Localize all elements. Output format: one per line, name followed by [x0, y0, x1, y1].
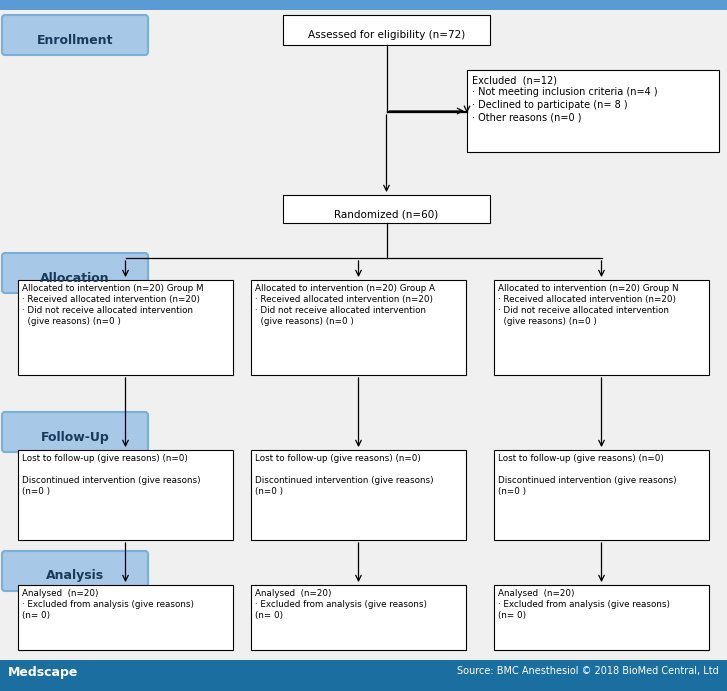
- Bar: [283, 15, 490, 45]
- Text: Follow-Up: Follow-Up: [41, 430, 109, 444]
- Text: Lost to follow-up (give reasons) (n=0)

Discontinued intervention (give reasons): Lost to follow-up (give reasons) (n=0) D…: [498, 454, 677, 496]
- FancyBboxPatch shape: [2, 551, 148, 591]
- Bar: [494, 280, 709, 375]
- Text: Allocation: Allocation: [40, 272, 110, 285]
- Text: Analysis: Analysis: [46, 569, 104, 583]
- Text: Allocated to intervention (n=20) Group N
· Received allocated intervention (n=20: Allocated to intervention (n=20) Group N…: [498, 284, 678, 326]
- Bar: [251, 280, 466, 375]
- Text: Allocated to intervention (n=20) Group M
· Received allocated intervention (n=20: Allocated to intervention (n=20) Group M…: [22, 284, 204, 326]
- Text: Analysed  (n=20)
· Excluded from analysis (give reasons)
(n= 0): Analysed (n=20) · Excluded from analysis…: [22, 589, 194, 621]
- Bar: [494, 450, 709, 540]
- Bar: [251, 450, 466, 540]
- Text: Enrollment: Enrollment: [37, 33, 113, 46]
- Bar: [0, 660, 727, 691]
- Bar: [251, 585, 466, 650]
- FancyBboxPatch shape: [2, 15, 148, 55]
- Bar: [18, 280, 233, 375]
- Text: Medscape: Medscape: [8, 666, 79, 679]
- Bar: [283, 195, 490, 223]
- Text: Lost to follow-up (give reasons) (n=0)

Discontinued intervention (give reasons): Lost to follow-up (give reasons) (n=0) D…: [255, 454, 433, 496]
- Text: Assessed for eligibility (n=72): Assessed for eligibility (n=72): [308, 30, 465, 40]
- Text: Analysed  (n=20)
· Excluded from analysis (give reasons)
(n= 0): Analysed (n=20) · Excluded from analysis…: [255, 589, 427, 621]
- Text: Randomized (n=60): Randomized (n=60): [334, 209, 438, 219]
- Bar: [18, 450, 233, 540]
- Bar: [494, 585, 709, 650]
- Bar: [0, 0, 727, 10]
- Text: Allocated to intervention (n=20) Group A
· Received allocated intervention (n=20: Allocated to intervention (n=20) Group A…: [255, 284, 435, 326]
- Text: Lost to follow-up (give reasons) (n=0)

Discontinued intervention (give reasons): Lost to follow-up (give reasons) (n=0) D…: [22, 454, 201, 496]
- Text: Source: BMC Anesthesiol © 2018 BioMed Central, Ltd: Source: BMC Anesthesiol © 2018 BioMed Ce…: [457, 666, 719, 676]
- Bar: [467, 70, 719, 152]
- FancyBboxPatch shape: [2, 253, 148, 293]
- FancyBboxPatch shape: [2, 412, 148, 452]
- Text: Excluded  (n=12)
· Not meeting inclusion criteria (n=4 )
· Declined to participa: Excluded (n=12) · Not meeting inclusion …: [472, 75, 658, 122]
- Bar: [18, 585, 233, 650]
- Text: Analysed  (n=20)
· Excluded from analysis (give reasons)
(n= 0): Analysed (n=20) · Excluded from analysis…: [498, 589, 670, 621]
